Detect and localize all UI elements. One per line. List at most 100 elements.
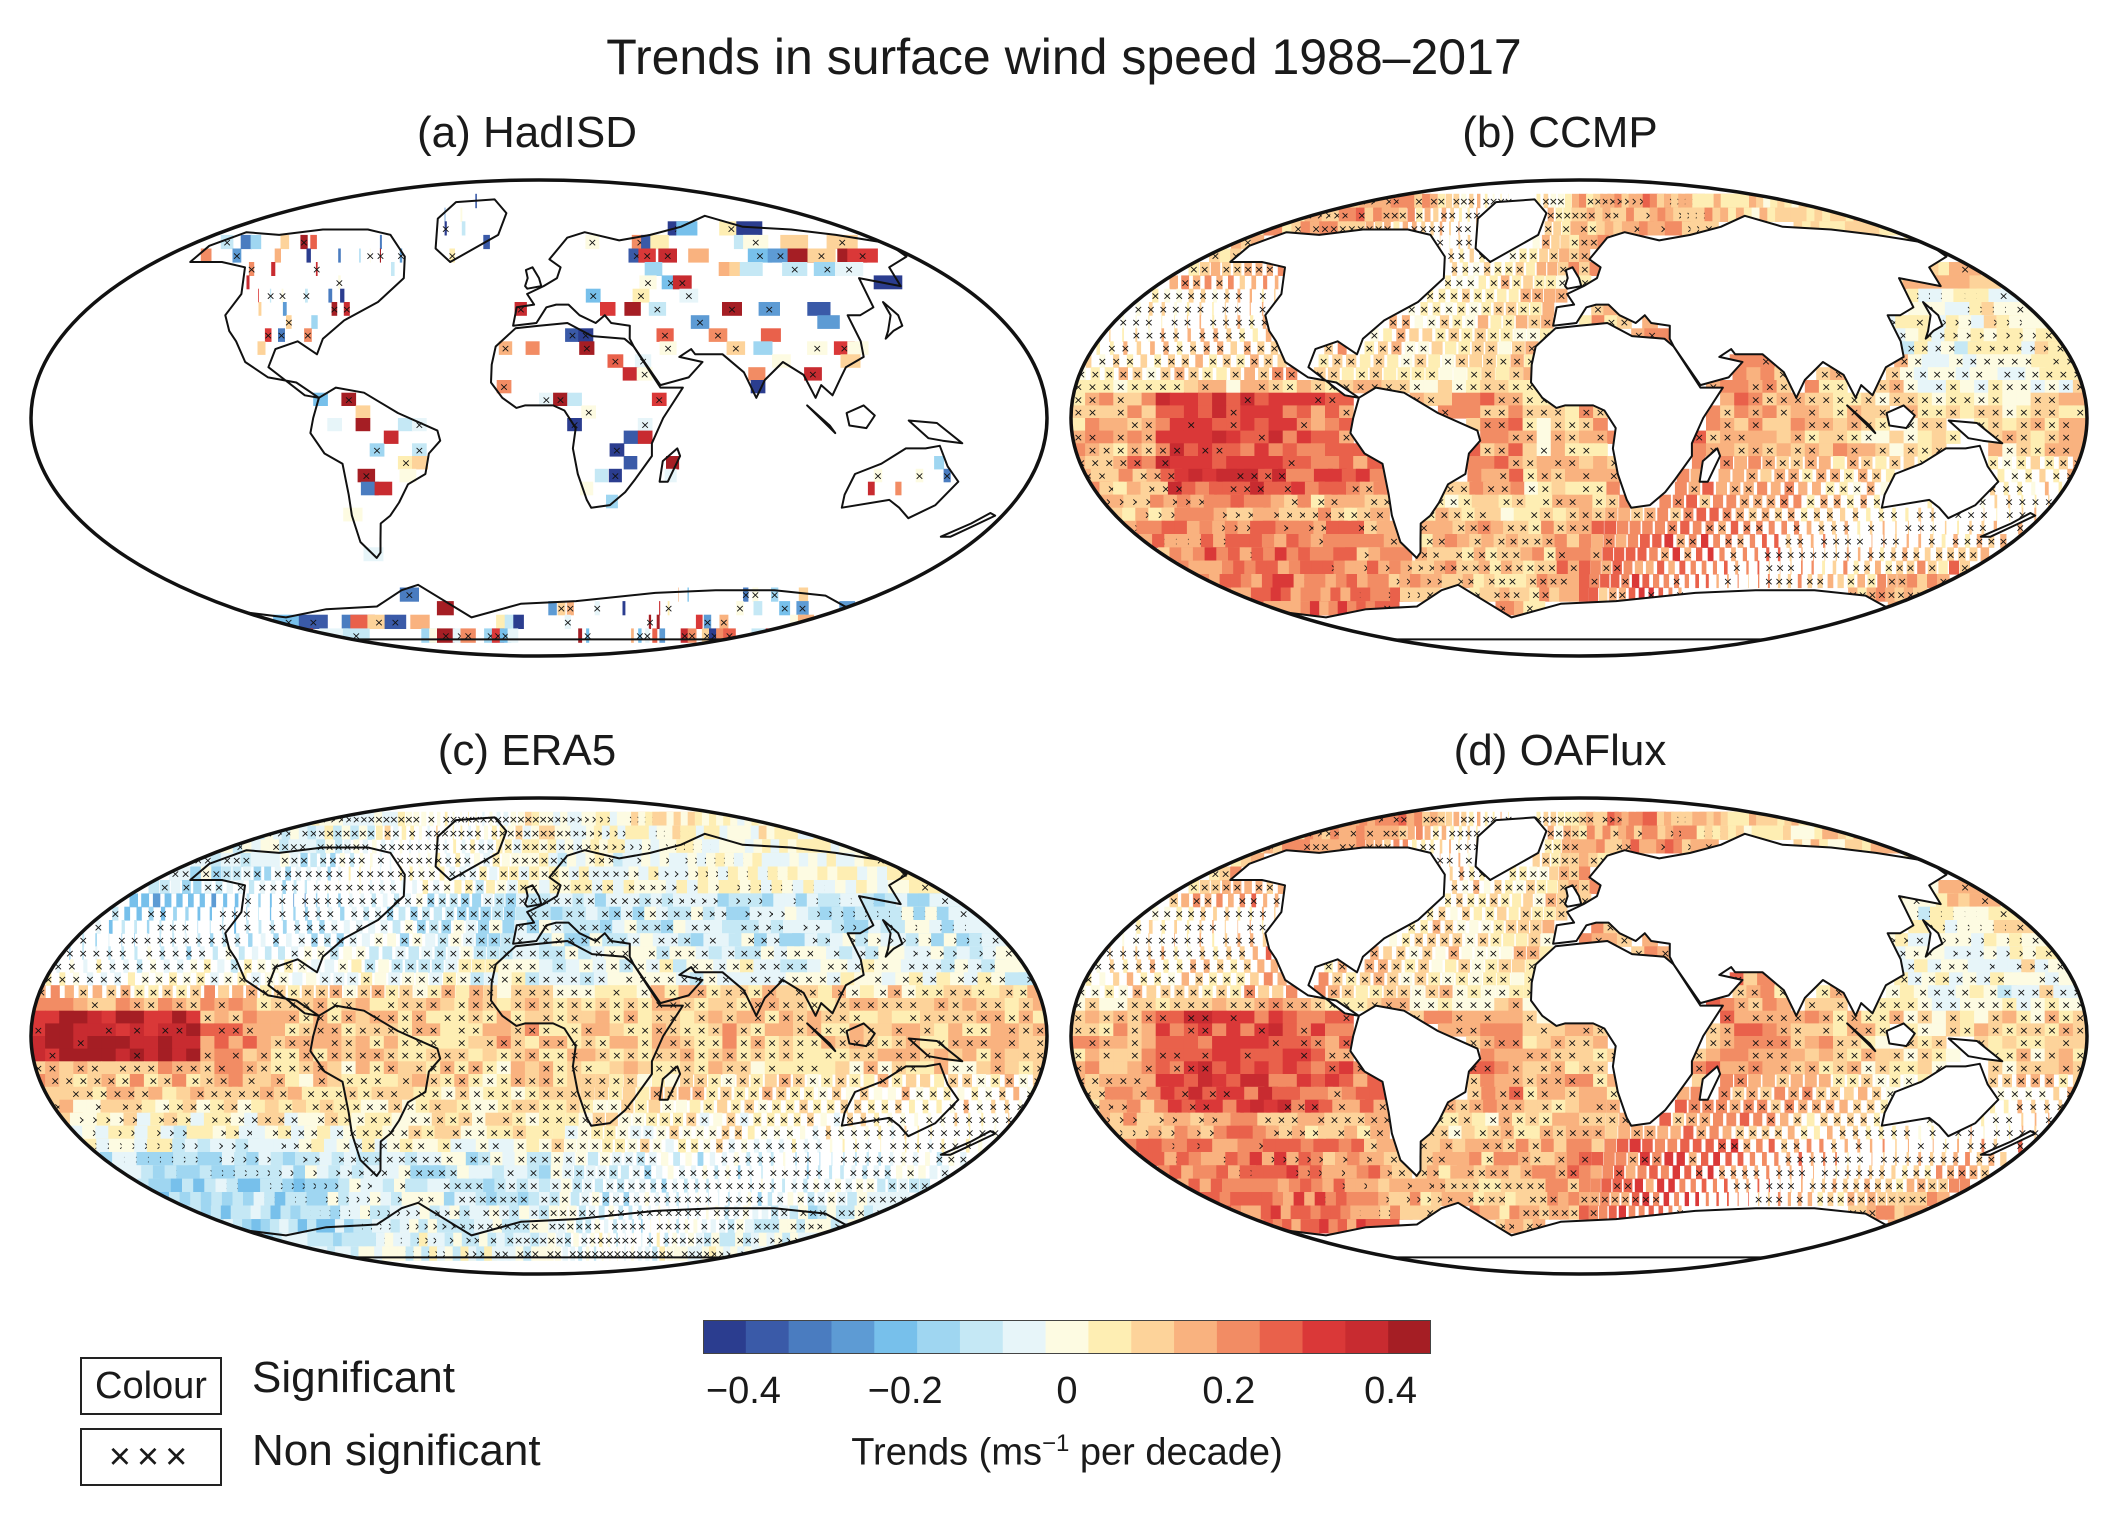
non-significant-cross: × [749,973,758,986]
non-significant-cross: × [640,921,649,934]
trend-cell [1261,302,1264,316]
trend-cell [1341,468,1361,483]
non-significant-cross: × [1779,393,1788,406]
trend-cell [1226,418,1241,432]
non-significant-cross: × [1763,548,1772,561]
trend-cell [2072,405,2087,419]
coastline-australia [840,444,960,520]
non-significant-cross: × [1604,209,1613,222]
non-significant-cross: × [1526,562,1535,575]
trend-cell [826,234,858,250]
trend-cell [1226,328,1232,342]
non-significant-cross: × [725,630,734,643]
trend-cell [1127,392,1143,406]
trend-cell [379,234,382,250]
non-significant-cross: × [326,908,335,921]
trend-cell [607,354,624,368]
trend-cell [141,893,150,908]
non-significant-cross: × [1257,381,1266,394]
non-significant-cross: × [2042,342,2051,355]
non-significant-cross: × [1820,368,1829,381]
trend-cell [1309,221,1323,236]
trend-cell [246,275,250,290]
non-significant-cross: × [1825,195,1834,208]
trend-cell [565,959,581,973]
non-significant-cross: × [1102,381,1111,394]
trend-cell [648,302,667,316]
non-significant-cross: × [401,986,410,999]
non-significant-cross: × [464,881,473,894]
coastline-indonesia [806,404,837,435]
non-significant-cross: × [548,840,557,853]
trend-cell [1560,234,1570,250]
trend-cell [680,628,689,643]
trend-cell [1282,380,1298,394]
trend-cell [1455,354,1468,368]
non-significant-cross: × [141,973,150,986]
non-significant-cross: × [1511,457,1520,470]
trend-cell [412,443,427,457]
non-significant-cross: × [1899,329,1908,342]
trend-cell [2030,405,2046,419]
trend-cell [1494,418,1509,432]
non-significant-cross: × [935,986,944,999]
trend-cell [310,852,317,868]
non-significant-cross: × [1145,329,1154,342]
trend-cell [1490,315,1502,329]
trend-cell [1296,392,1312,406]
non-significant-cross: × [323,894,332,907]
non-significant-cross: × [683,934,692,947]
trend-cell [1296,405,1312,419]
trend-cell [1917,405,1933,419]
trend-cell [1339,456,1357,470]
trend-cell [1931,430,1947,444]
non-significant-cross: × [528,986,537,999]
trend-cell [2044,430,2060,444]
trend-cell [581,1010,596,1024]
trend-cell [1875,456,1887,470]
trend-cell [304,880,307,894]
non-significant-cross: × [696,986,705,999]
non-significant-cross: × [277,329,286,342]
trend-cell [2002,443,2017,457]
trend-cell [1565,468,1580,483]
trend-cell [1509,367,1524,381]
non-significant-cross: × [457,999,466,1012]
non-significant-cross: × [1700,496,1709,509]
non-significant-cross: × [521,840,530,853]
trend-cell [1458,207,1462,222]
non-significant-cross: × [1898,575,1907,588]
trend-cell [496,998,512,1012]
trend-cell [1462,288,1470,303]
non-significant-cross: × [1765,562,1774,575]
non-significant-cross: × [1119,457,1128,470]
trend-cell [1085,430,1100,444]
non-significant-cross: × [660,947,669,960]
non-significant-cross: × [2018,329,2027,342]
non-significant-cross: × [1158,329,1167,342]
non-significant-cross: × [184,947,193,960]
non-significant-cross: × [1444,303,1453,316]
non-significant-cross: × [1237,329,1246,342]
non-significant-cross: × [1131,316,1140,329]
non-significant-cross: × [513,1011,522,1024]
trend-cell [1734,380,1749,394]
trend-cell [1277,354,1287,368]
trend-cell [1452,315,1463,329]
trend-cell [391,262,395,276]
non-significant-cross: × [1265,263,1274,276]
non-significant-cross: × [1751,406,1760,419]
trend-cell [1122,315,1125,329]
non-significant-cross: × [1357,209,1366,222]
trend-cell [1398,207,1407,222]
trend-cell [1255,262,1263,276]
non-significant-cross: × [1389,535,1398,548]
trend-cell [1389,315,1397,329]
trend-cell [1258,367,1270,381]
non-significant-cross: × [1105,368,1114,381]
trend-cell [1819,193,1855,209]
trend-cell [1806,520,1812,535]
trend-cell [282,302,287,316]
trend-cell [1450,288,1458,303]
trend-cell [1266,262,1273,276]
